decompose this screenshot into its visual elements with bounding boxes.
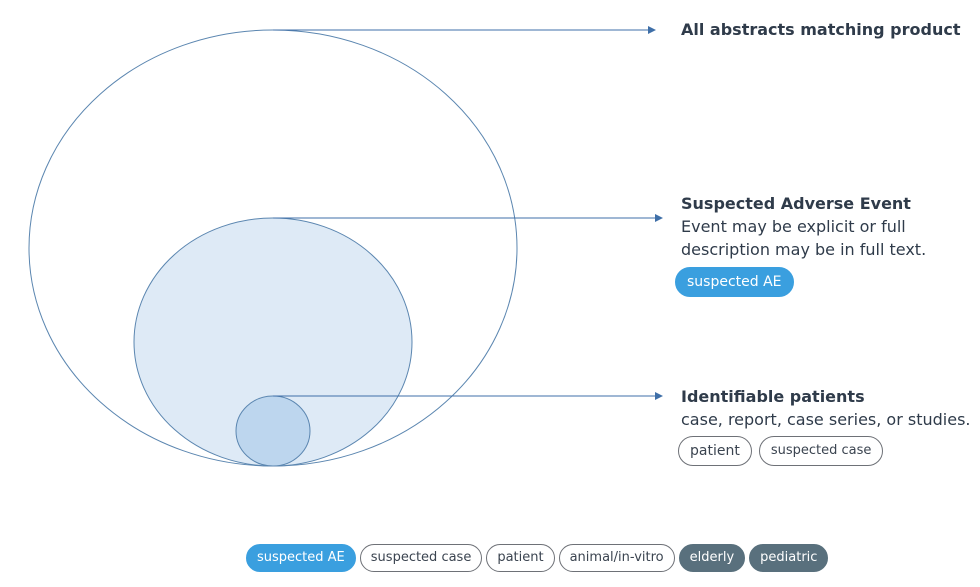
identifiable-patients-desc: case, report, case series, or studies. [681, 410, 971, 429]
legend-tag-row: suspected AE suspected case patient anim… [246, 544, 829, 572]
suspected-ae-desc-line2: description may be in full text. [681, 240, 927, 259]
suspected-ae-tag-group: suspected AE [675, 267, 794, 297]
suspected-ae-desc-line1: Event may be explicit or full [681, 217, 906, 236]
patient-tag[interactable]: patient [678, 436, 752, 466]
legend-tag-patient[interactable]: patient [486, 544, 555, 572]
suspected-ae-label: Suspected Adverse Event Event may be exp… [681, 192, 926, 261]
identifiable-patients-tag-group: patient suspected case [678, 436, 884, 466]
identifiable-patients-title: Identifiable patients [681, 387, 865, 406]
suspected-ae-tag[interactable]: suspected AE [675, 267, 794, 297]
identifiable-patients-ellipse [235, 395, 311, 467]
legend-tag-pediatric[interactable]: pediatric [749, 544, 829, 572]
legend-tag-animal-in-vitro[interactable]: animal/in-vitro [558, 544, 675, 572]
identifiable-patients-label: Identifiable patients case, report, case… [681, 385, 970, 431]
legend-tag-suspected-case[interactable]: suspected case [359, 544, 483, 572]
legend-tag-suspected-ae[interactable]: suspected AE [246, 544, 356, 572]
suspected-case-tag[interactable]: suspected case [758, 436, 884, 466]
all-abstracts-label: All abstracts matching product [681, 18, 960, 41]
all-abstracts-title: All abstracts matching product [681, 20, 961, 39]
suspected-ae-title: Suspected Adverse Event [681, 194, 911, 213]
legend-tag-elderly[interactable]: elderly [678, 544, 746, 572]
